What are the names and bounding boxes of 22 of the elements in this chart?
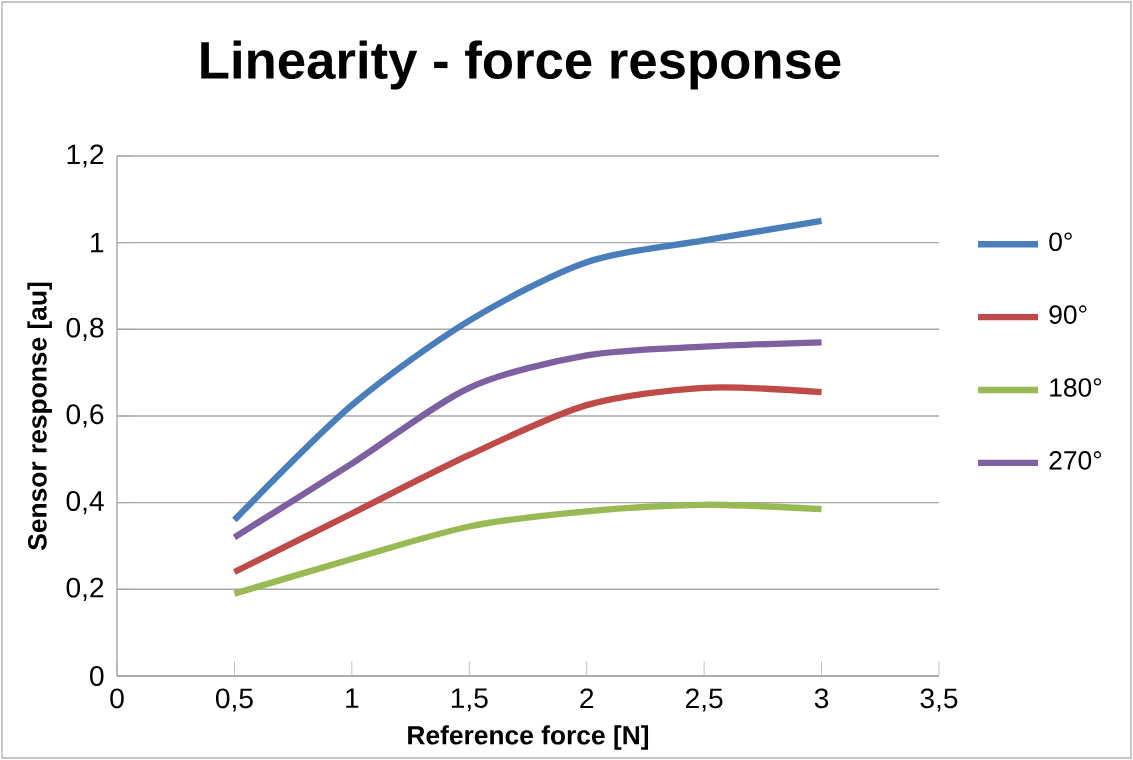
y-tick-label: 1 [91,232,104,253]
chart-title: Linearity - force response [201,40,841,90]
y-tick-label: 0,2 [66,577,104,601]
x-tick-label: 2 [580,688,594,709]
y-tick-label: 0,4 [66,491,104,515]
legend-label: 270° [1049,451,1102,470]
x-tick-label: 1,5 [451,688,488,712]
y-tick-label: 0,8 [66,317,104,341]
x-tick-label: 0 [110,688,124,709]
x-axis-title: Reference force [N] [408,725,649,750]
x-tick-label: 3 [814,688,829,709]
x-tick-label: 1 [346,688,359,708]
x-tick-label: 0,5 [215,688,253,712]
y-axis-title: Sensor response [au] [27,282,52,550]
y-tick-label: 0 [90,666,104,686]
x-tick-label: 2,5 [686,688,723,712]
x-tick-label: 3,5 [920,688,958,712]
y-tick-label: 0,6 [66,404,104,428]
y-tick-label: 1,2 [67,144,104,168]
legend-label: 90° [1049,305,1087,324]
legend-label: 180° [1050,378,1102,397]
legend-label: 0° [1049,232,1072,252]
